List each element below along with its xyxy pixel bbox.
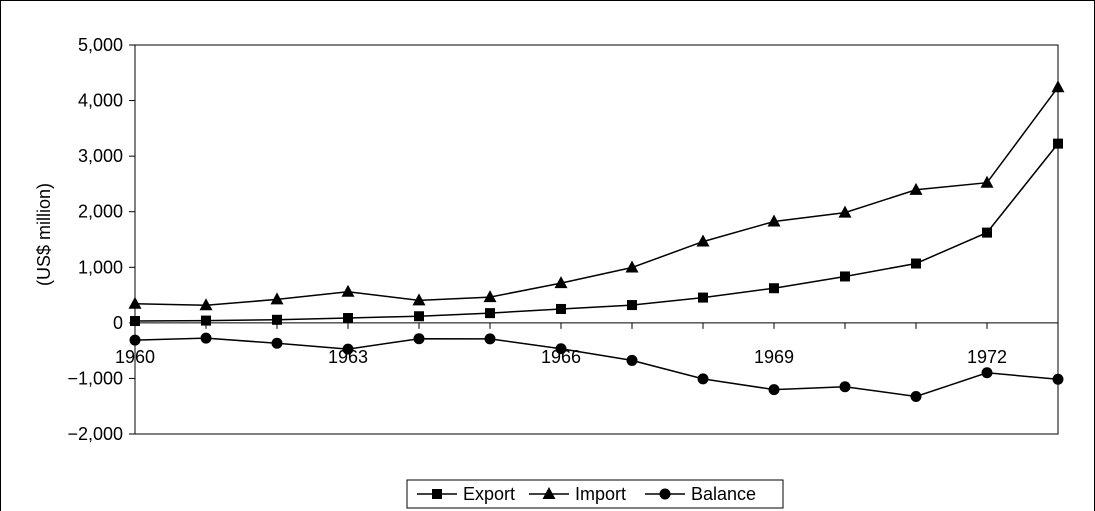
series-import: [128, 80, 1065, 311]
import-point: [412, 293, 426, 306]
export-point: [911, 258, 921, 269]
balance-point: [129, 334, 141, 346]
y-axis-label: (US$ million): [34, 183, 54, 286]
legend-item-export: Export: [417, 484, 515, 504]
import-point: [554, 276, 568, 289]
y-tick-label: 2,000: [78, 202, 123, 222]
balance-point: [271, 337, 283, 349]
import-point: [838, 205, 852, 218]
series-export: [130, 138, 1063, 327]
y-tick-label: −1,000: [67, 368, 123, 388]
import-point: [270, 292, 284, 305]
export-point: [201, 315, 211, 326]
x-tick-label: 1963: [328, 347, 368, 367]
export-point: [556, 303, 566, 314]
x-tick-label: 1966: [541, 347, 581, 367]
balance-line: [134, 337, 1059, 398]
balance-point: [626, 354, 638, 366]
x-tick-label: 1960: [115, 347, 155, 367]
import-point: [1051, 80, 1065, 93]
legend-marker-export: [432, 489, 442, 499]
legend-label: Balance: [691, 484, 756, 504]
export-point: [769, 283, 779, 294]
y-tick-label: 3,000: [78, 146, 123, 166]
y-tick-label: 0: [113, 313, 123, 333]
balance-point: [697, 373, 709, 385]
legend-label: Export: [463, 484, 515, 504]
x-tick-label: 1972: [967, 347, 1007, 367]
export-point: [1053, 138, 1063, 149]
balance-point: [555, 343, 567, 355]
legend-marker-balance: [659, 488, 671, 500]
import-point: [909, 182, 923, 195]
balance-point: [200, 332, 212, 344]
export-point: [982, 227, 992, 238]
export-point: [272, 314, 282, 325]
import-point: [341, 284, 355, 297]
series-balance: [129, 332, 1064, 403]
balance-point: [484, 333, 496, 345]
import-point: [696, 234, 710, 247]
y-tick-label: −2,000: [67, 424, 123, 444]
import-point: [199, 298, 213, 311]
balance-point: [1052, 373, 1064, 385]
plot-area: [134, 44, 1059, 435]
balance-point: [342, 343, 354, 355]
import-point: [980, 175, 994, 188]
export-point: [130, 316, 140, 327]
x-tick-label: 1969: [754, 347, 794, 367]
export-line: [134, 143, 1059, 322]
export-point: [698, 292, 708, 303]
balance-point: [839, 381, 851, 393]
legend-item-balance: Balance: [645, 484, 756, 504]
y-tick-label: 1,000: [78, 257, 123, 277]
legend-box: [406, 479, 784, 509]
balance-point: [413, 333, 425, 345]
legend-marker-import: [542, 487, 556, 499]
y-tick-label: 5,000: [78, 35, 123, 55]
export-point: [485, 308, 495, 319]
import-line: [134, 86, 1059, 307]
import-point: [625, 260, 639, 273]
y-tick-label: 4,000: [78, 91, 123, 111]
export-point: [414, 311, 424, 322]
legend: Export Import Balance: [406, 479, 784, 509]
legend-item-import: Import: [529, 484, 626, 504]
import-point: [128, 296, 142, 309]
balance-point: [768, 384, 780, 396]
export-point: [343, 313, 353, 324]
import-point: [767, 214, 781, 227]
export-point: [627, 300, 637, 311]
legend-label: Import: [575, 484, 626, 504]
export-point: [840, 271, 850, 282]
import-point: [483, 290, 497, 303]
balance-point: [910, 391, 922, 403]
balance-point: [981, 367, 993, 379]
